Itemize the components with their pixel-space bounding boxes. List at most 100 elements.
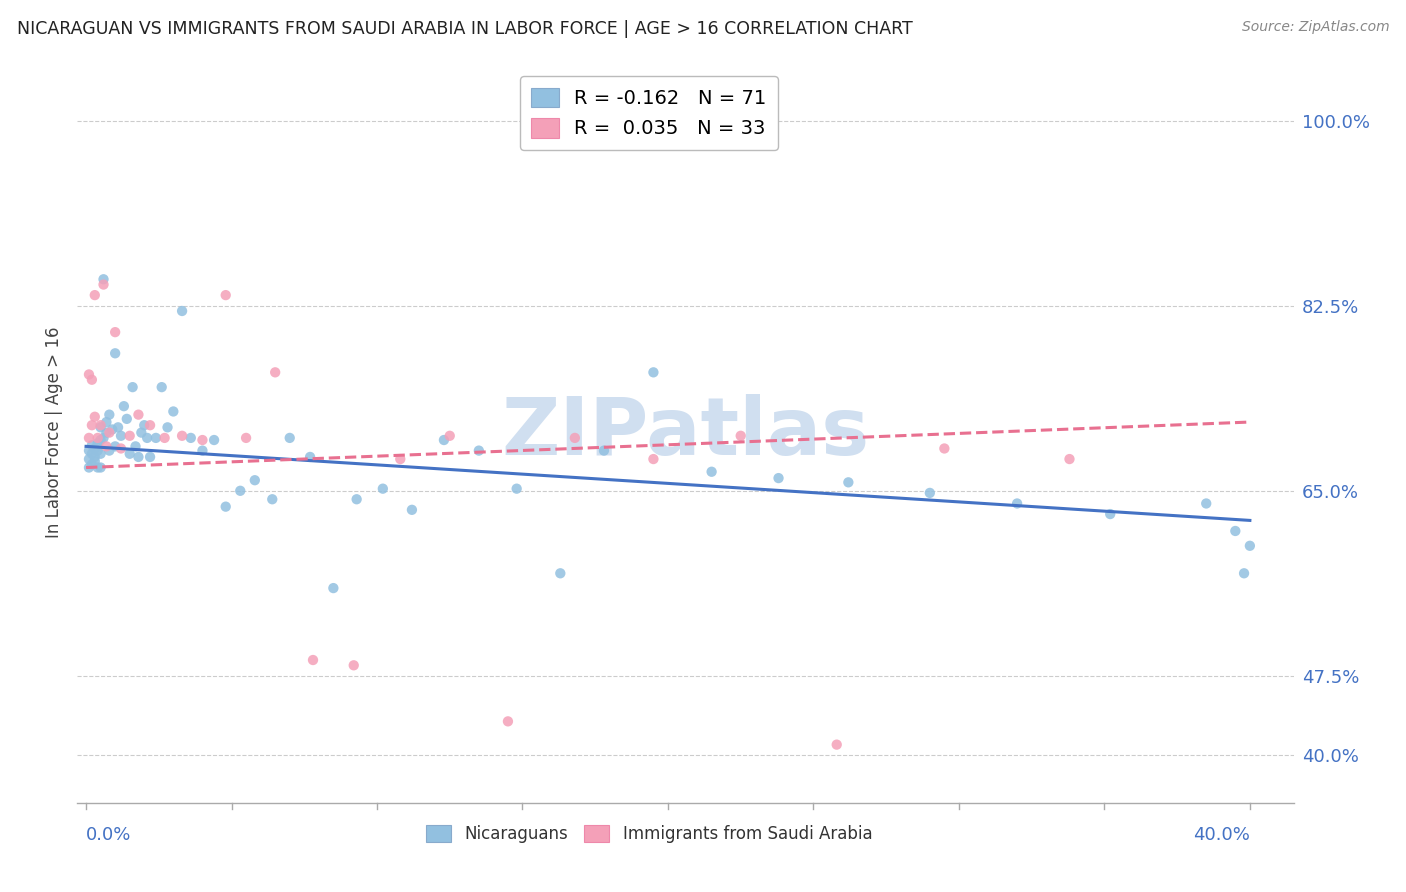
Point [98,425,121,440]
Legend: Nicaraguans, Immigrants from Saudi Arabia: Nicaraguans, Immigrants from Saudi Arabi… [419,819,879,850]
Point [96,415,118,429]
Point [90,460,112,475]
Point [299,450,322,464]
Point [124,439,146,453]
Point [156,420,179,434]
Point [505,482,527,496]
Point [235,431,257,445]
Point [264,365,287,379]
Point [80,447,103,461]
Point [389,452,412,467]
Point [593,443,616,458]
Point [1059,452,1081,467]
Point [136,431,159,445]
Point [496,714,519,729]
Point [115,412,138,426]
Point [934,442,956,456]
Point [83,442,105,456]
Point [77,368,100,382]
Point [131,425,153,440]
Point [550,566,572,581]
Point [86,443,108,458]
Point [837,475,859,490]
Text: ZIPatlas: ZIPatlas [502,393,869,472]
Point [96,425,118,440]
Point [162,404,184,418]
Point [86,431,108,445]
Point [83,454,105,468]
Point [180,431,202,445]
Point [643,452,665,467]
Point [145,431,167,445]
Point [86,436,108,450]
Point [110,442,132,456]
Point [700,465,723,479]
Point [1233,566,1256,581]
Point [1195,496,1218,510]
Point [127,450,149,464]
Point [80,418,103,433]
Point [229,483,252,498]
Text: 40.0%: 40.0% [1194,826,1250,844]
Point [768,471,790,485]
Point [202,433,225,447]
Point [77,443,100,458]
Point [80,458,103,472]
Text: 0.0%: 0.0% [86,826,131,844]
Point [77,431,100,445]
Point [80,438,103,452]
Point [1239,539,1261,553]
Point [825,738,848,752]
Point [101,422,124,436]
Point [1005,496,1028,510]
Point [278,431,301,445]
Point [93,431,115,445]
Point [191,443,214,458]
Point [118,447,141,461]
Point [170,429,193,443]
Point [346,492,368,507]
Point [243,473,266,487]
Point [322,581,344,595]
Point [83,288,105,302]
Point [98,408,121,422]
Point [118,429,141,443]
Point [401,503,423,517]
Point [104,346,127,360]
Point [93,272,115,286]
Point [98,443,121,458]
Point [127,408,149,422]
Point [215,288,238,302]
Point [150,380,173,394]
Point [80,373,103,387]
Point [468,443,491,458]
Point [262,492,284,507]
Point [77,452,100,467]
Point [90,447,112,461]
Point [153,431,176,445]
Point [90,418,112,433]
Point [564,431,586,445]
Point [90,433,112,447]
Point [96,439,118,453]
Point [433,433,456,447]
Point [191,433,214,447]
Point [83,450,105,464]
Point [77,460,100,475]
Point [371,482,394,496]
Point [343,658,366,673]
Point [439,429,461,443]
Point [170,304,193,318]
Point [643,365,665,379]
Point [104,325,127,339]
Text: NICARAGUAN VS IMMIGRANTS FROM SAUDI ARABIA IN LABOR FORCE | AGE > 16 CORRELATION: NICARAGUAN VS IMMIGRANTS FROM SAUDI ARAB… [17,20,912,37]
Point [112,399,135,413]
Point [86,460,108,475]
Point [1099,507,1122,521]
Point [302,653,325,667]
Point [134,418,156,433]
Point [104,439,127,453]
Point [110,429,132,443]
Point [918,486,941,500]
Point [90,420,112,434]
